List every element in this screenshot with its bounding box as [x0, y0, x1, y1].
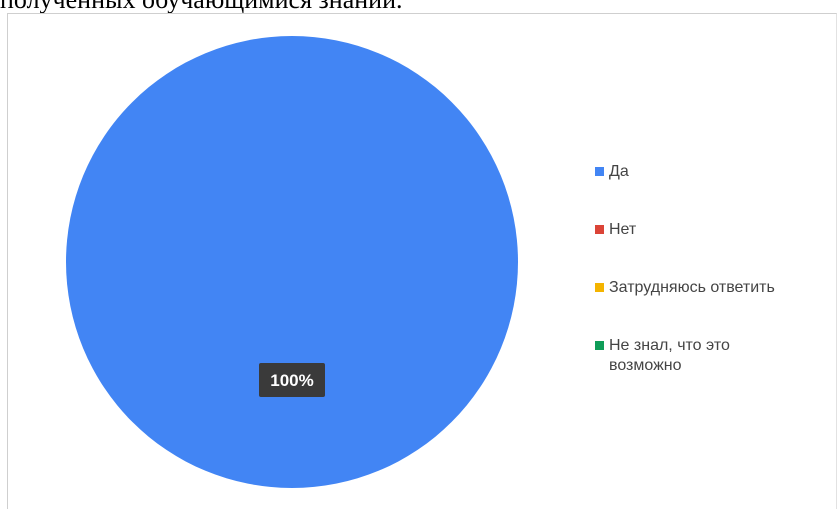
data-label-box: [259, 363, 325, 397]
legend-item-da: Да: [594, 162, 838, 182]
data-label-text: 100%: [270, 371, 313, 390]
data-label-100: 100%: [259, 363, 325, 397]
legend-item-zatrudnyayus: Затрудняюсь ответить: [594, 278, 838, 298]
pie-chart: 100% Да Нет Затрудняюсь ответить Не знал…: [7, 13, 837, 509]
legend-label-net: Нет: [609, 221, 637, 238]
legend-label-ne-znal: Не знал, что это возможно: [609, 337, 730, 374]
legend-swatch-da: [595, 167, 604, 176]
legend-swatch-zatrudnyayus: [595, 283, 604, 292]
legend-swatch-net: [595, 225, 604, 234]
pie-chart-svg: 100%: [66, 36, 518, 488]
legend-item-net: Нет: [594, 220, 838, 240]
pie-slice-1: [66, 36, 518, 488]
legend-item-ne-znal: Не знал, что это возможно: [594, 336, 799, 376]
legend-label-zatrudnyayus: Затрудняюсь ответить: [609, 279, 775, 296]
document-text-line: полученных обучающимися знаний.: [0, 0, 403, 16]
chart-legend: Да Нет Затрудняюсь ответить Не знал, что…: [594, 162, 838, 414]
legend-label-da: Да: [609, 163, 629, 180]
legend-swatch-ne-znal: [595, 341, 604, 350]
